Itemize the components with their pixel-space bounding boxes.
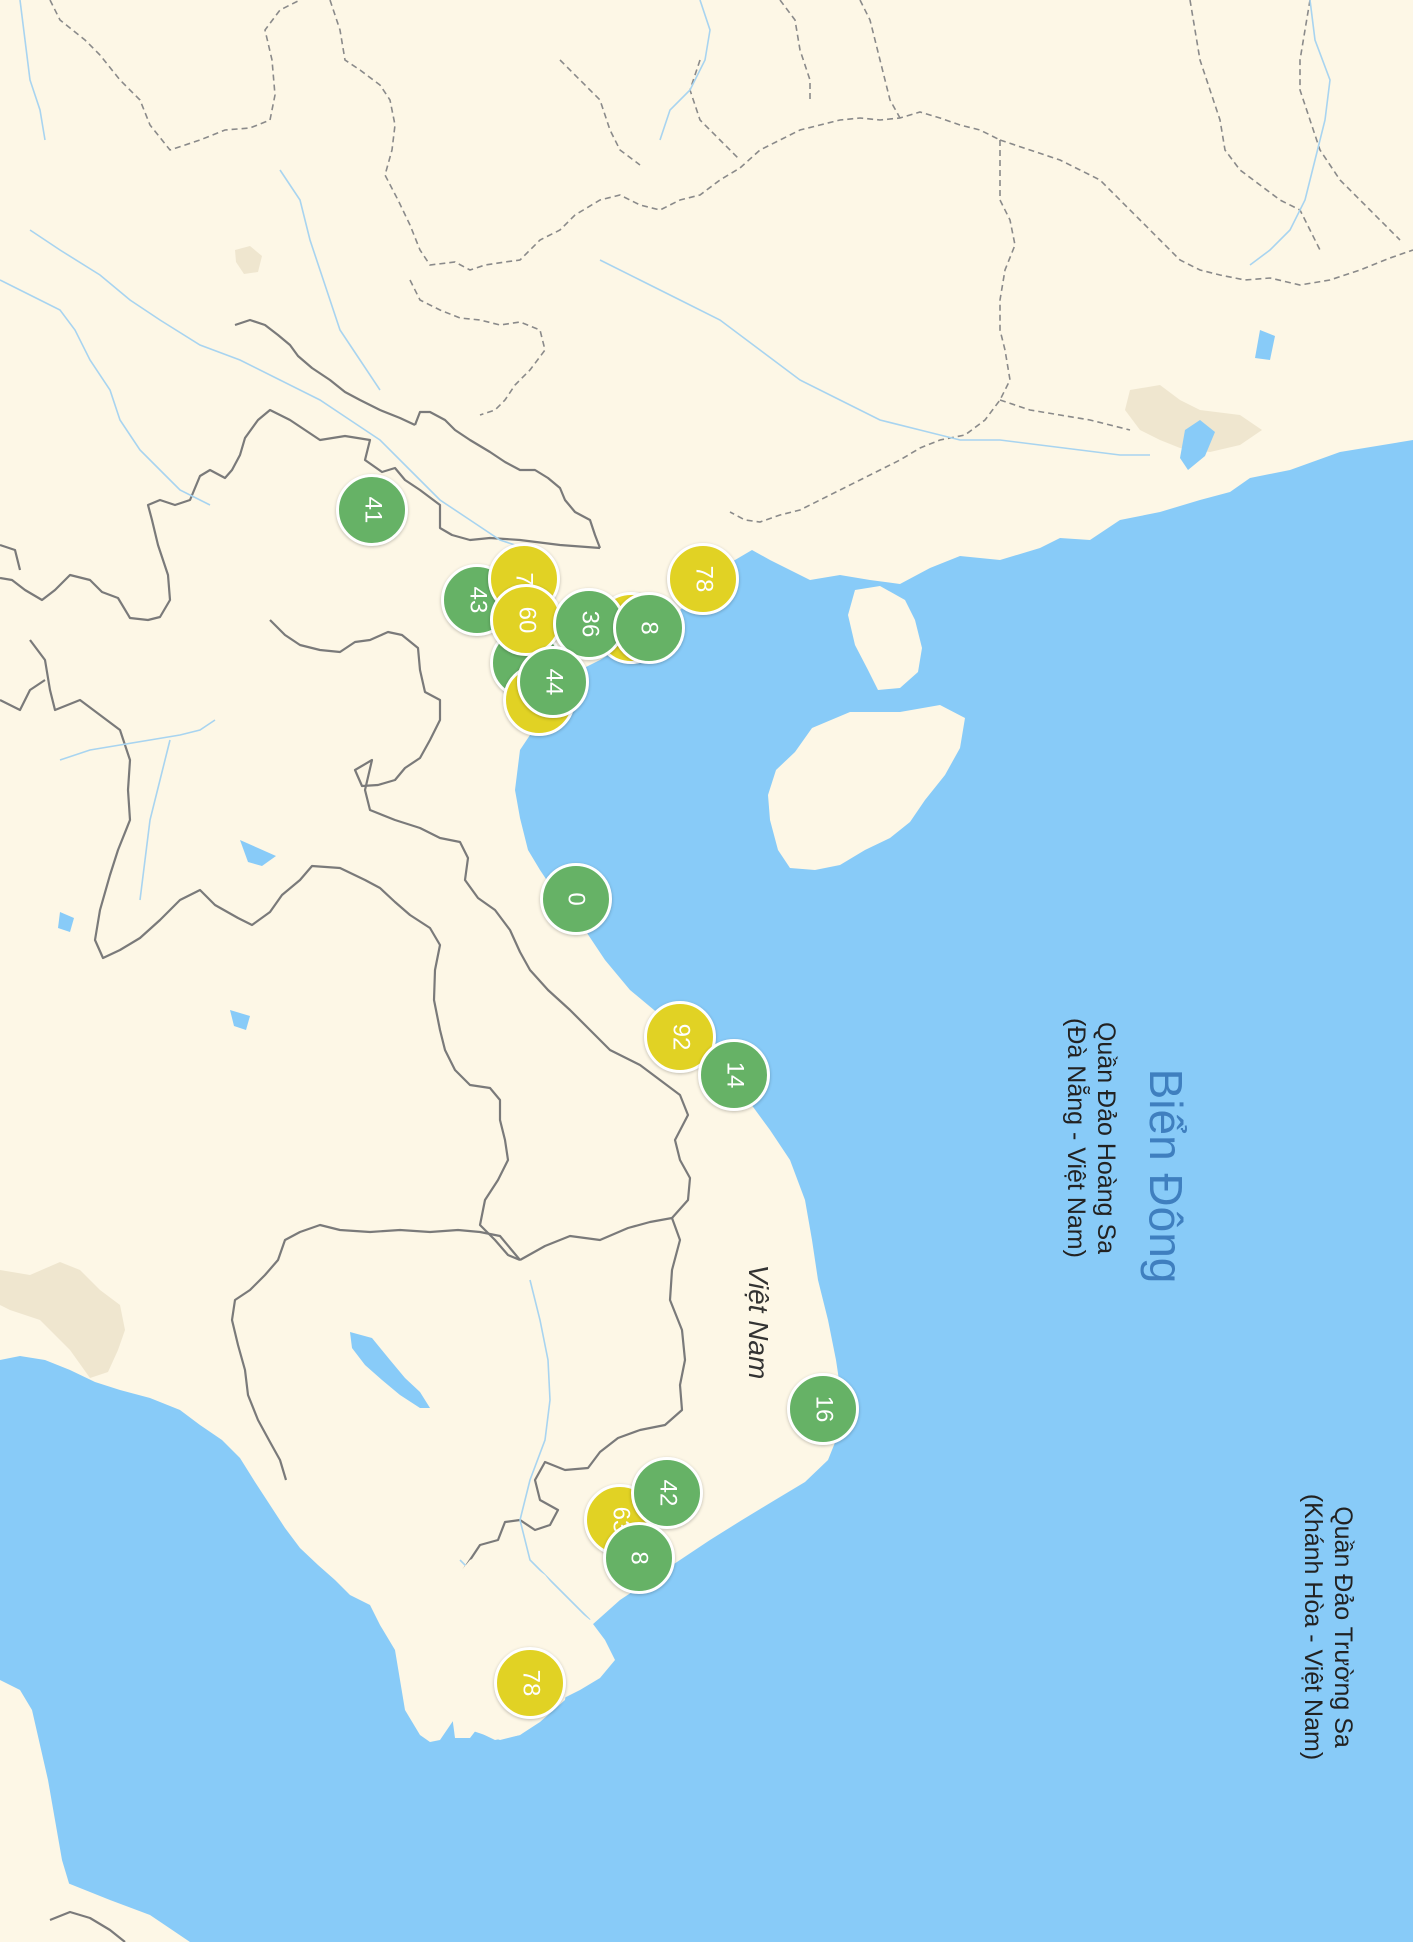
aqi-value: 78 [689,565,717,593]
aqi-marker[interactable]: 14 [698,1039,770,1111]
admin-boundaries [49,0,1413,523]
paracel-islands-label: Quần Đảo Hoàng Sa (Đà Nẵng - Việt Nam) [1061,998,1121,1278]
aqi-marker[interactable]: 42 [631,1457,703,1529]
aqi-marker[interactable]: 41 [336,474,408,546]
aqi-value: 43 [463,586,491,614]
country-label: Việt Nam [743,1264,774,1380]
aqi-value: 42 [653,1479,681,1507]
aqi-value: 8 [625,1551,653,1565]
paracel-label-line1: Quần Đảo Hoàng Sa [1092,1021,1120,1255]
aqi-value: 78 [516,1669,544,1697]
hainan-island [768,705,965,870]
aqi-value: 8 [635,621,663,635]
spratly-label-line1: Quần Đảo Trường Sa [1329,1506,1357,1748]
spratly-islands-label: Quần Đảo Trường Sa (Khánh Hòa - Việt Nam… [1298,1487,1358,1767]
aqi-value: 0 [562,892,590,906]
bien-dong-sea [0,440,1413,1942]
country-borders [0,318,692,1942]
tonle-sap-lake [350,1332,430,1408]
paracel-label-line2: (Đà Nẵng - Việt Nam) [1062,1018,1090,1258]
aqi-value: 44 [539,668,567,696]
aqi-marker[interactable]: 44 [517,646,589,718]
aqi-marker[interactable]: 8 [603,1522,675,1594]
aqi-marker[interactable]: 8 [613,592,685,664]
spratly-label-line2: (Khánh Hòa - Việt Nam) [1299,1493,1327,1761]
aqi-marker[interactable]: 0 [540,863,612,935]
aqi-value: 60 [512,606,540,634]
aqi-marker[interactable]: 16 [787,1373,859,1445]
aqi-value: 41 [358,496,386,524]
malay-peninsula [0,1680,85,1942]
aqi-value: 92 [666,1023,694,1051]
sea-label: Biển Đông [1140,1068,1192,1284]
aqi-marker[interactable]: 78 [667,543,739,615]
aqi-marker[interactable]: 78 [494,1647,566,1719]
aqi-value: 14 [720,1061,748,1089]
aqi-value: 16 [809,1395,837,1423]
mekong-delta [445,1548,615,1740]
aqi-marker[interactable]: 60 [490,584,562,656]
aqi-value: 36 [575,610,603,638]
